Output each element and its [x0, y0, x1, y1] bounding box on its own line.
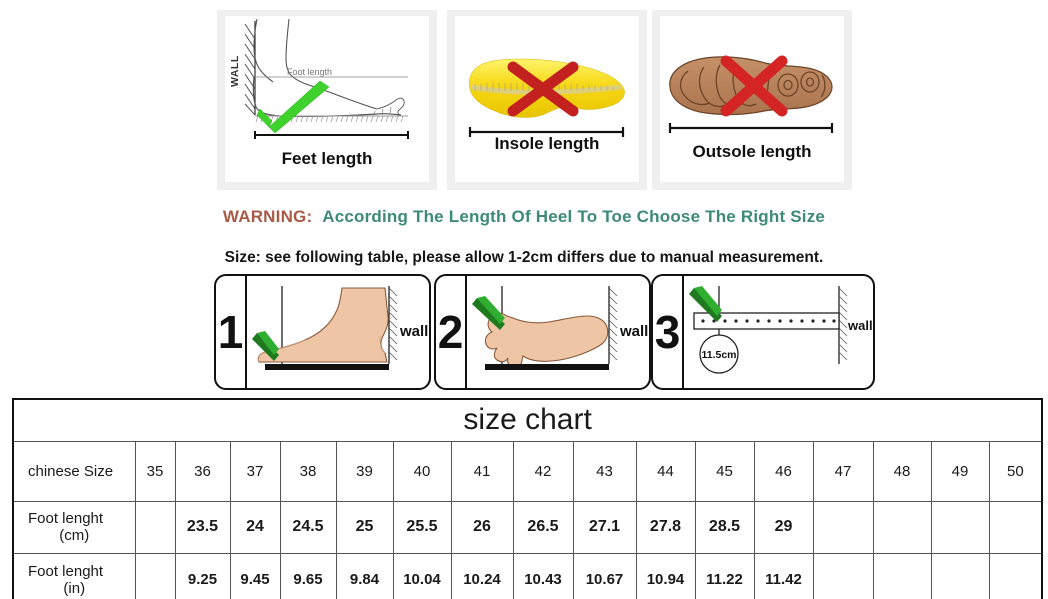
svg-text:Foot length: Foot length — [287, 67, 332, 77]
svg-text:11.5cm: 11.5cm — [701, 349, 736, 361]
svg-text:wall: wall — [847, 318, 873, 333]
svg-text:wall: wall — [399, 323, 428, 340]
svg-text:wall: wall — [619, 323, 648, 340]
svg-text:WALL: WALL — [229, 55, 241, 87]
